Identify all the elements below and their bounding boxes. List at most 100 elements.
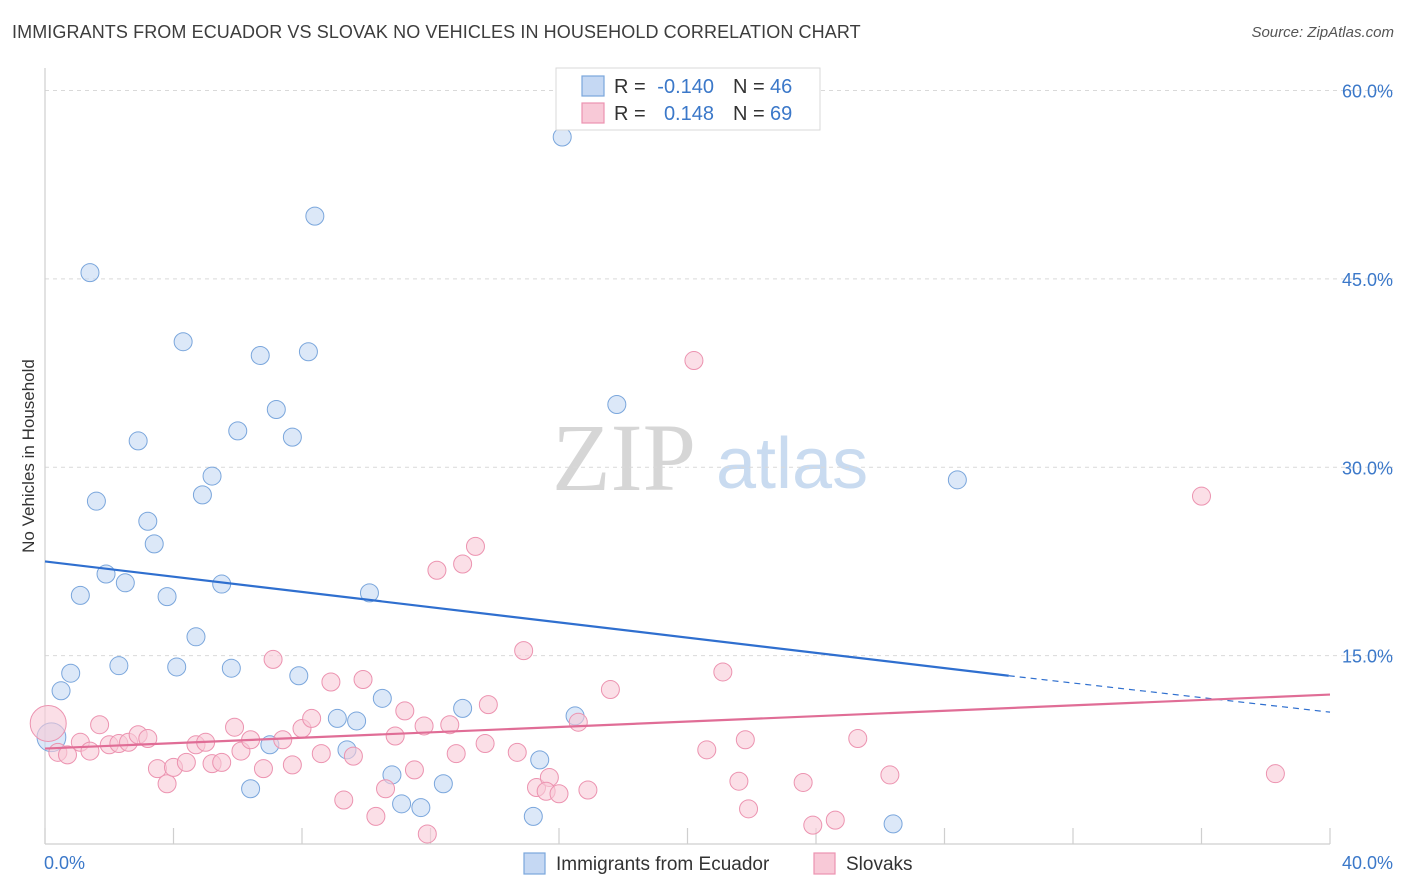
slovak-point-48 (514, 641, 534, 661)
ecuador-point-20 (228, 421, 248, 441)
y-tick-label-2: 45.0% (1342, 270, 1393, 290)
ecuador-point-17 (202, 466, 222, 486)
y-tick-label-3: 60.0% (1342, 82, 1393, 102)
slovak-point-29 (321, 672, 341, 692)
slovak-point-45 (475, 734, 495, 754)
ecuador-point-29 (327, 708, 347, 728)
ecuador-point-24 (266, 400, 286, 420)
slovak-point-38 (414, 716, 434, 736)
slovak-point-2 (57, 745, 77, 765)
ecuador-point-28 (305, 206, 325, 226)
ecuador-point-27 (298, 342, 318, 362)
slovak-point-33 (366, 806, 386, 826)
grid-lines (45, 90, 1393, 657)
slovak-point-59 (729, 771, 749, 791)
ecuador-point-43 (607, 394, 627, 414)
trend-line-ecuador-extension (1008, 675, 1331, 713)
legend-box: R = -0.140 N = 46 R = 0.148 N = 69 (555, 67, 821, 131)
slovak-point-62 (793, 772, 813, 792)
ecuador-point-19 (221, 658, 241, 678)
slovak-point-40 (427, 560, 447, 580)
slovak-point-43 (453, 554, 473, 574)
slovak-point-34 (376, 779, 396, 799)
ecuador-point-40 (530, 750, 550, 770)
ecuador-point-5 (86, 491, 106, 511)
trend-line-slovaks (44, 693, 1331, 750)
ecuador-point-38 (453, 698, 473, 718)
ecuador-point-44 (883, 814, 903, 834)
legend-n-label-1: N = (733, 76, 765, 98)
bottom-legend-label-ecuador: Immigrants from Ecuador (556, 854, 770, 875)
slovak-point-5 (90, 715, 110, 735)
ecuador-point-7 (109, 656, 129, 676)
y-axis-label: No Vehicles in Household (19, 359, 38, 553)
slovak-point-25 (282, 755, 302, 775)
ecuador-point-15 (186, 627, 206, 647)
watermark-zip: ZIP (552, 404, 696, 511)
legend-n-value-2: 69 (770, 103, 792, 125)
watermark-atlas: atlas (716, 424, 868, 504)
slovak-point-60 (735, 730, 755, 750)
chart-title: IMMIGRANTS FROM ECUADOR VS SLOVAK NO VEH… (12, 22, 861, 42)
slovak-point-53 (568, 712, 588, 732)
x-tick-max: 40.0% (1342, 853, 1393, 873)
ecuador-point-14 (173, 332, 193, 352)
source-credit: Source: ZipAtlas.com (1251, 24, 1394, 41)
slovak-point-56 (684, 351, 704, 371)
slovak-point-19 (225, 717, 245, 737)
ecuador-point-11 (144, 534, 164, 554)
slovak-point-14 (176, 752, 196, 772)
slovak-point-27 (302, 708, 322, 728)
bottom-legend-swatch-ecuador (523, 852, 546, 875)
slovak-point-28 (311, 744, 331, 764)
slovak-point-52 (549, 784, 569, 804)
slovak-point-4 (80, 741, 100, 761)
slovak-point-35 (385, 726, 405, 746)
slovak-point-63 (803, 815, 823, 835)
ecuador-point-12 (157, 587, 177, 607)
trend-line-ecuador (44, 560, 1009, 677)
slovak-point-23 (263, 649, 283, 669)
ecuador-point-31 (347, 711, 367, 731)
slovak-point-65 (848, 729, 868, 749)
slovak-point-37 (404, 760, 424, 780)
slovak-point-67 (1192, 486, 1211, 506)
legend-swatch-ecuador (581, 75, 605, 97)
ecuador-point-32 (359, 583, 379, 603)
y-tick-label-1: 30.0% (1342, 458, 1393, 478)
ecuador-point-37 (433, 774, 453, 794)
ecuador-point-25 (282, 427, 302, 447)
slovak-point-18 (212, 752, 232, 772)
x-tick-labels: 0.0% 40.0% (44, 853, 1393, 873)
slovak-point-42 (446, 744, 466, 764)
slovak-point-46 (478, 695, 498, 715)
slovak-point-61 (739, 799, 759, 819)
slovak-point-47 (507, 742, 527, 762)
series-slovaks-points (29, 351, 1285, 844)
bottom-legend-label-slovaks: Slovaks (846, 854, 913, 875)
ecuador-point-41 (552, 127, 572, 147)
ecuador-point-4 (80, 263, 100, 283)
slovak-point-68 (1265, 764, 1285, 784)
ecuador-point-45 (947, 470, 967, 490)
trend-lines (44, 560, 1331, 750)
legend-r-label-1: R = (614, 76, 646, 98)
slovak-point-0 (29, 704, 67, 742)
y-tick-label-0: 15.0% (1342, 647, 1393, 667)
slovak-point-55 (600, 680, 620, 700)
ecuador-point-10 (138, 511, 158, 531)
ecuador-point-2 (61, 663, 81, 683)
slovak-point-57 (697, 740, 717, 760)
slovak-point-32 (353, 669, 373, 689)
ecuador-point-26 (289, 666, 309, 686)
ecuador-point-36 (411, 798, 431, 818)
ecuador-point-3 (70, 585, 90, 605)
legend-r-value-1: -0.140 (657, 76, 714, 98)
ecuador-point-35 (392, 794, 412, 814)
slovak-point-12 (157, 774, 177, 794)
slovak-point-44 (465, 536, 485, 556)
ecuador-point-22 (250, 346, 270, 366)
legend-swatch-slovaks (581, 102, 605, 124)
legend-n-label-2: N = (733, 103, 765, 125)
